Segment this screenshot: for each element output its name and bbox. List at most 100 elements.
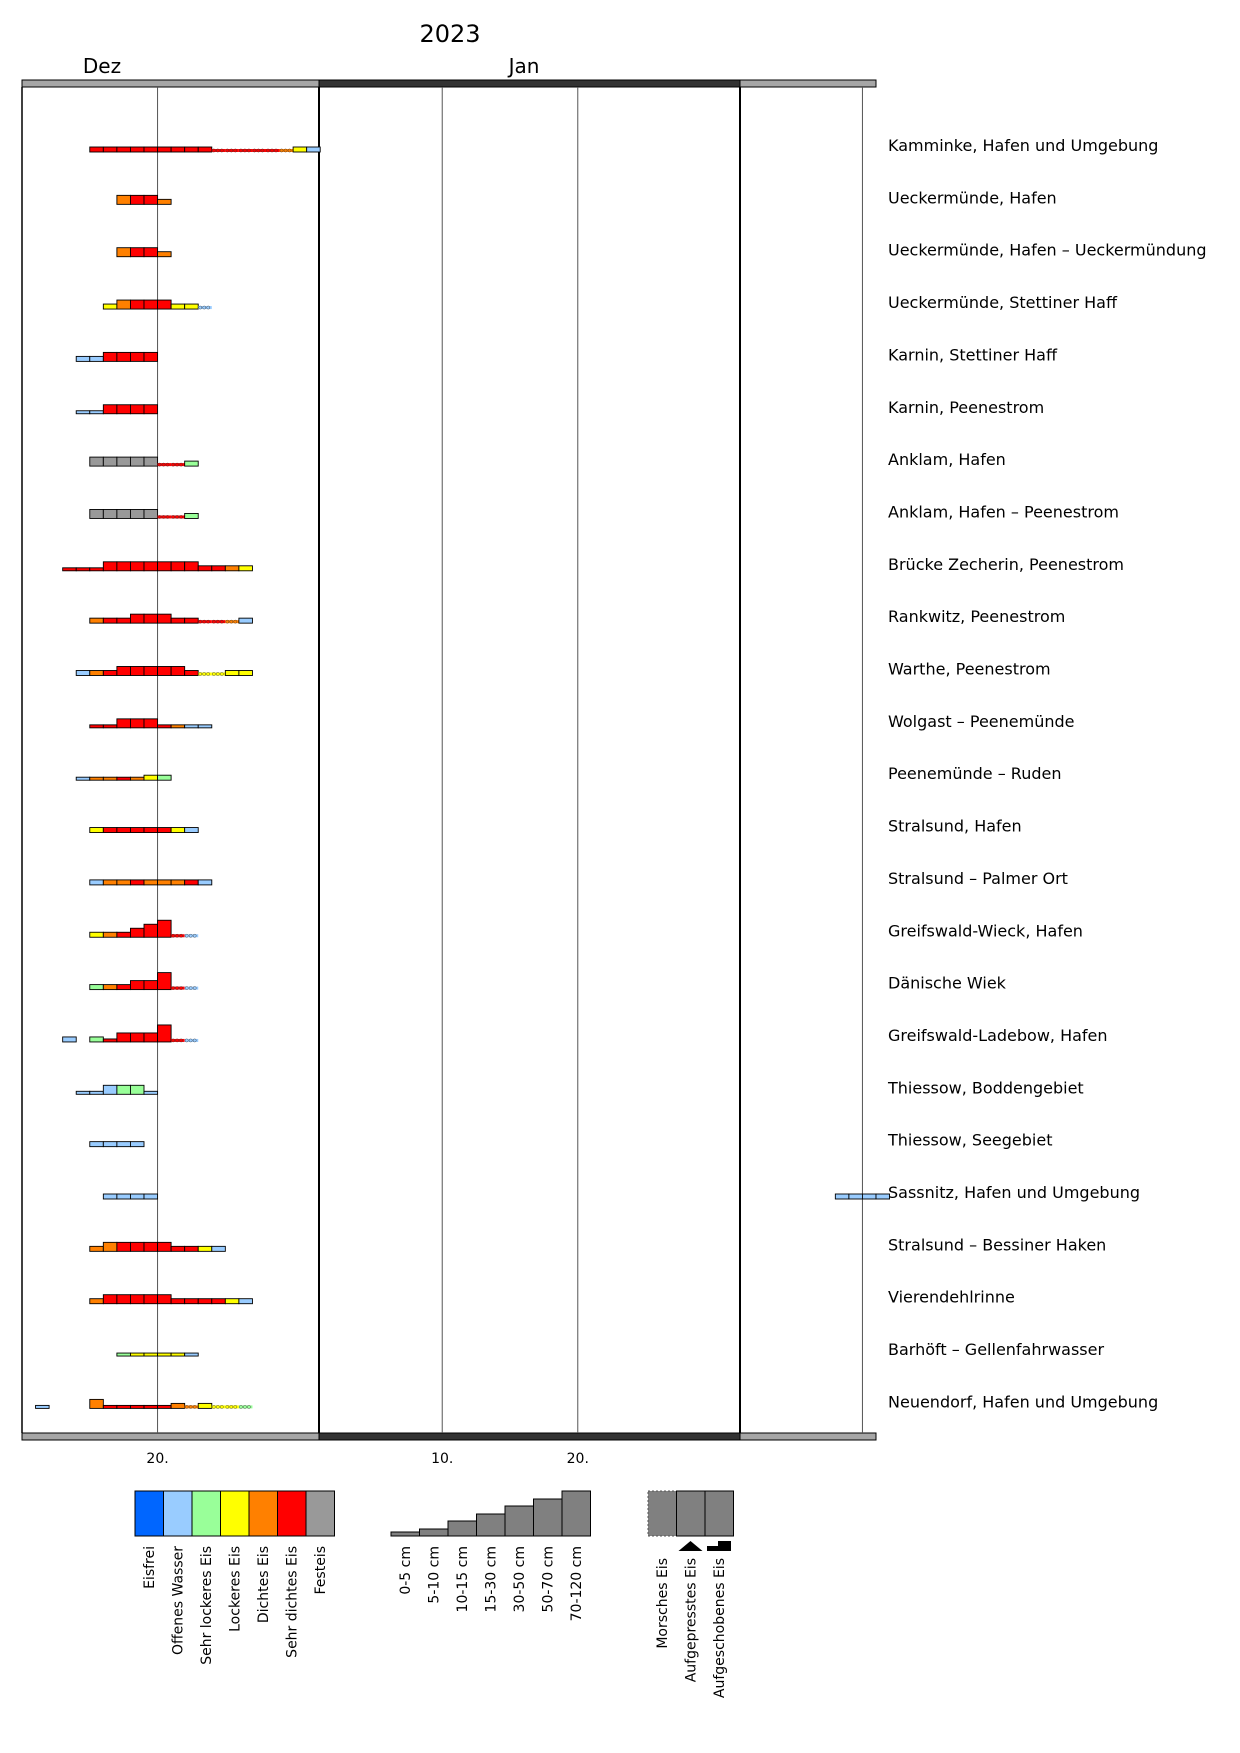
ice-record-cell	[184, 561, 199, 572]
legend-thickness-swatch	[390, 1531, 420, 1537]
ice-record-cell	[157, 198, 172, 205]
ice-record-cell	[89, 509, 104, 519]
station-row	[75, 774, 172, 781]
ice-record-cell	[238, 617, 253, 624]
legend-color-swatch	[277, 1490, 307, 1537]
ice-record-cell	[143, 351, 159, 362]
rotten-ice-mark	[215, 619, 220, 624]
ice-record-cell	[143, 718, 159, 729]
ice-record-cell	[129, 561, 145, 572]
ice-record-cell	[102, 931, 118, 938]
rotten-ice-mark	[202, 672, 207, 676]
ice-record-cell	[170, 1352, 186, 1357]
bottom-bar-jan	[318, 1432, 741, 1441]
ice-record-cell	[62, 1036, 77, 1043]
ice-record-cell	[157, 561, 172, 572]
legend-ice-type-swatch	[704, 1490, 734, 1537]
ice-record-cell	[102, 303, 118, 310]
ice-record-cell	[143, 509, 159, 519]
ice-record-cell	[129, 927, 145, 938]
ice-record-cell	[157, 299, 172, 310]
rotten-ice-mark	[171, 986, 175, 990]
ice-record-cell	[238, 1298, 253, 1305]
legend-thickness-label: 5-10 cm	[427, 1546, 443, 1604]
ice-record-cell	[102, 1084, 118, 1095]
rotten-ice-mark	[171, 462, 175, 467]
ice-record-cell	[129, 1193, 145, 1200]
ice-record-cell	[129, 666, 145, 676]
rotten-ice-mark	[215, 1405, 220, 1409]
rotten-ice-mark	[175, 1038, 179, 1043]
station-label: Thiessow, Boddengebiet	[887, 1078, 1084, 1097]
ice-record-cell	[102, 827, 118, 833]
legend-thickness-swatch	[561, 1490, 591, 1537]
legend-concentration-label: Festeis	[313, 1546, 329, 1594]
ice-record-cell	[116, 776, 131, 781]
ice-record-cell	[129, 718, 145, 729]
ice-record-cell	[116, 1084, 131, 1095]
chart-frame	[21, 79, 877, 1441]
rotten-ice-mark	[175, 462, 179, 467]
ice-record-cell	[184, 303, 199, 310]
ice-record-cell	[143, 980, 159, 991]
ice-record-cell	[116, 617, 131, 624]
ice-record-cell	[157, 879, 172, 886]
rotten-ice-mark	[188, 933, 193, 938]
ice-record-cell	[211, 565, 226, 572]
legend-concentration-label: Eisfrei	[142, 1546, 158, 1589]
legend-thickness-label: 15-30 cm	[484, 1546, 500, 1612]
ice-record-cell	[102, 1193, 118, 1200]
date-tick-label: 20.	[567, 1451, 589, 1467]
ice-record-cell	[116, 247, 131, 258]
ice-record-cell	[129, 1352, 145, 1357]
station-label: Neuendorf, Hafen und Umgebung	[888, 1392, 1158, 1411]
rotten-ice-mark	[225, 148, 230, 153]
station-row	[89, 613, 253, 624]
legend-thickness-label: 10-15 cm	[455, 1546, 471, 1612]
legend-thickness: 0-5 cm 5-10 cm 10-15 cm 15-30 cm 30-50 cm 50-…	[390, 1490, 591, 1621]
rotten-ice-mark	[206, 619, 211, 624]
station-label: Ueckermünde, Hafen	[888, 188, 1057, 207]
ice-record-cell	[143, 456, 159, 467]
ice-record-cell	[116, 827, 131, 833]
rotten-ice-mark	[179, 462, 183, 467]
rotten-ice-mark	[184, 986, 189, 990]
legend-ice-type-label: Aufgepresstes Eis	[684, 1558, 700, 1682]
rotten-ice-mark	[184, 1038, 189, 1043]
ice-record-cell	[89, 879, 104, 886]
station-row	[102, 1193, 891, 1200]
ice-record-cell	[184, 617, 199, 624]
ice-record-cell	[224, 670, 240, 676]
station-label: Stralsund – Bessiner Haken	[888, 1235, 1106, 1254]
station-row	[89, 827, 199, 833]
ice-record-cell	[238, 565, 253, 572]
ice-record-cell	[89, 146, 104, 153]
rotten-ice-mark	[225, 619, 230, 624]
rotten-ice-mark	[233, 619, 238, 624]
ice-record-cell	[62, 567, 77, 572]
ice-record-cell	[157, 1024, 172, 1043]
ice-record-cell	[75, 355, 91, 362]
station-row	[75, 666, 253, 676]
ice-record-cell	[157, 146, 172, 153]
ice-record-cell	[197, 146, 213, 153]
ice-record-cell	[184, 460, 199, 467]
ice-record-cell	[143, 404, 159, 415]
ice-record-cell	[197, 1245, 213, 1252]
legend-thickness-label: 30-50 cm	[512, 1546, 528, 1612]
ice-record-cell	[129, 776, 145, 781]
ice-record-cell	[89, 567, 104, 572]
station-row	[89, 1241, 226, 1252]
station-bars	[35, 146, 891, 1409]
rotten-ice-mark	[239, 148, 243, 153]
station-row	[75, 351, 159, 362]
rotten-ice-mark	[179, 986, 183, 990]
legend-thickness-swatch	[419, 1528, 449, 1537]
ice-record-cell	[102, 670, 118, 676]
rotten-ice-mark	[157, 515, 162, 519]
rotten-ice-mark	[270, 148, 274, 153]
ice-record-cell	[184, 670, 199, 676]
top-bar-feb	[739, 79, 877, 88]
date-tick-label: 20.	[146, 1451, 168, 1467]
rotten-ice-mark	[279, 148, 284, 153]
